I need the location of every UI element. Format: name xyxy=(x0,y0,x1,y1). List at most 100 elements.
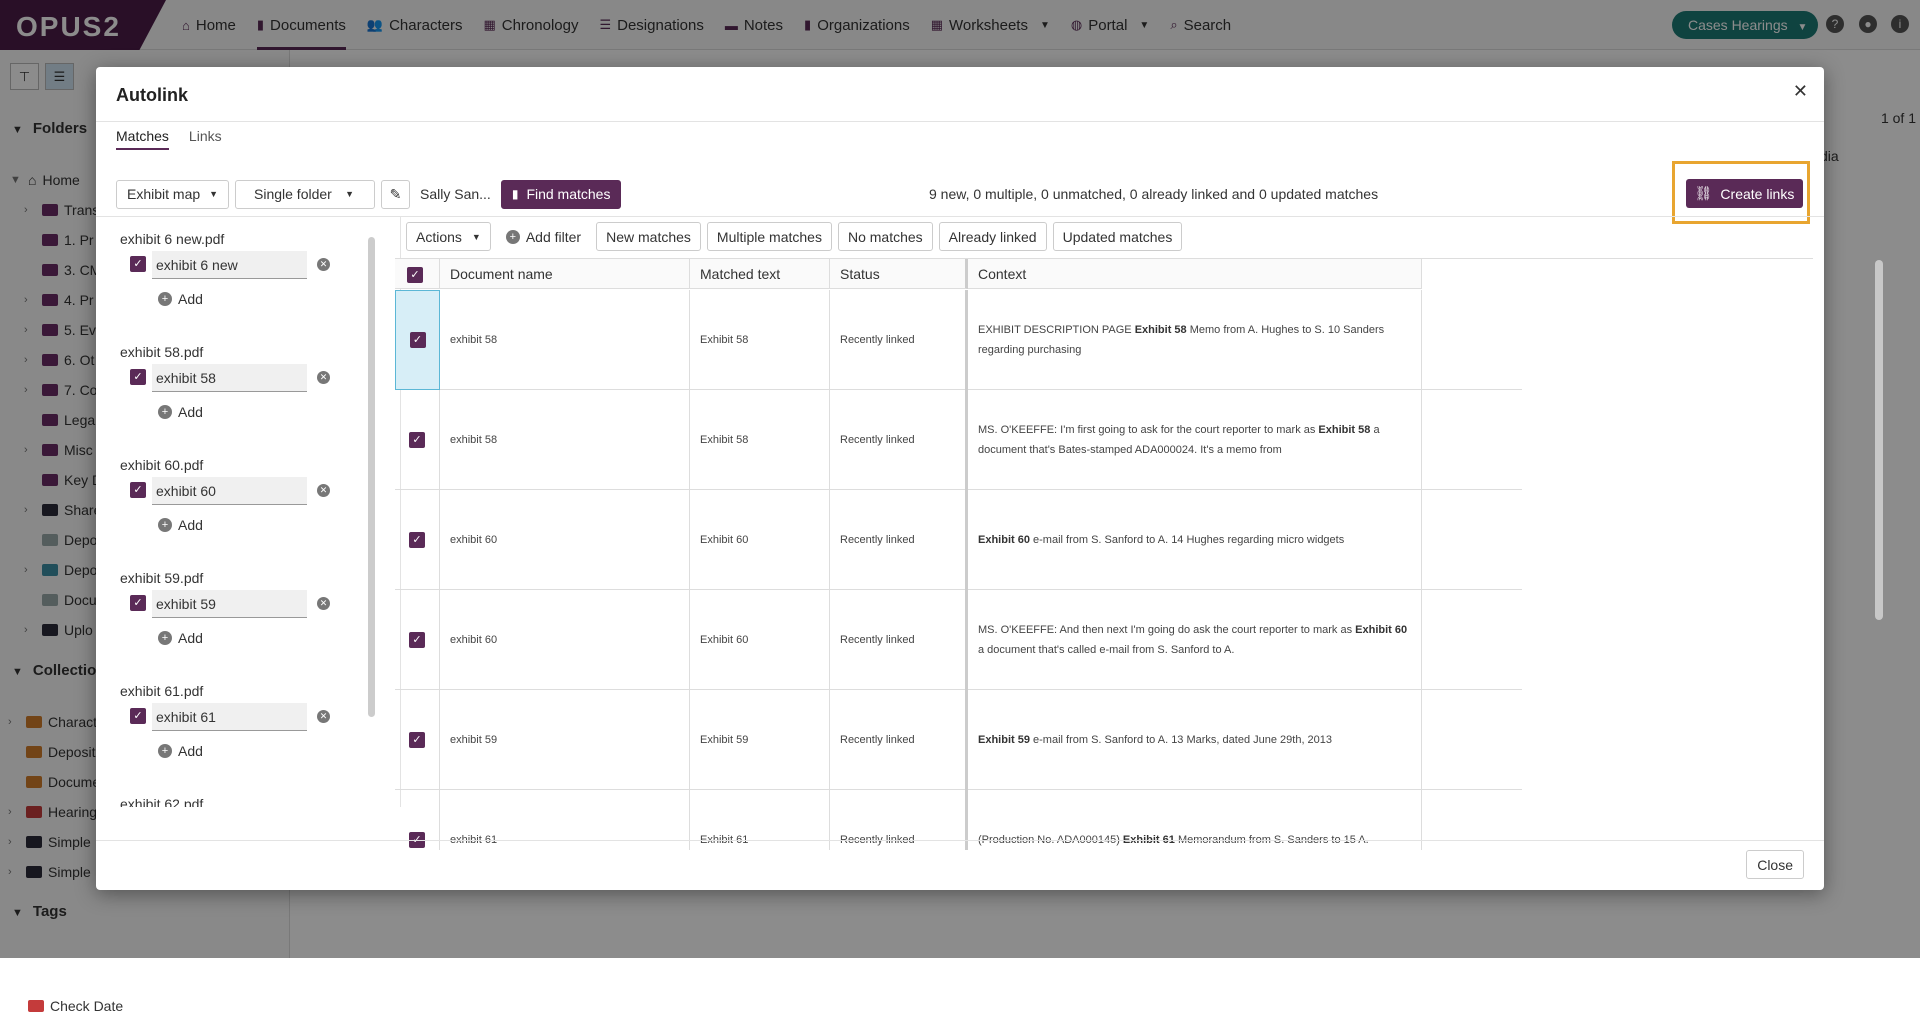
add-match-button[interactable]: + Add xyxy=(158,404,203,420)
help-icon[interactable]: ? xyxy=(1826,15,1844,33)
checkbox[interactable]: ✓ xyxy=(130,595,146,611)
column-header-document-name[interactable]: Document name xyxy=(440,259,690,289)
remove-icon[interactable]: ✕ xyxy=(317,371,330,384)
folder-item[interactable]: Lega xyxy=(24,412,95,428)
nav-item-home[interactable]: ⌂ Home xyxy=(182,0,236,50)
table-row[interactable]: ✓ exhibit 58 Exhibit 58 Recently linked EXHI… xyxy=(395,290,1522,390)
row-checkbox[interactable]: ✓ xyxy=(395,490,440,590)
tab-matches[interactable]: Matches xyxy=(116,128,169,150)
table-row[interactable]: ✓ exhibit 60 Exhibit 60 Recently linked MS. … xyxy=(395,590,1522,690)
find-matches-button[interactable]: ▮ Find matches xyxy=(500,179,622,209)
checkbox[interactable]: ✓ xyxy=(130,708,146,724)
collection-item[interactable]: › Simple xyxy=(8,834,91,850)
opus2-logo[interactable]: OPUS2 xyxy=(0,0,166,50)
folder-item[interactable]: › 5. Ev xyxy=(24,322,96,338)
collection-item[interactable]: › Simple xyxy=(8,864,91,880)
add-match-button[interactable]: + Add xyxy=(158,743,203,759)
folder-item[interactable]: 3. CM xyxy=(24,262,101,278)
checkbox[interactable]: ✓ xyxy=(130,369,146,385)
remove-icon[interactable]: ✕ xyxy=(317,710,330,723)
checkbox[interactable]: ✓ xyxy=(130,256,146,272)
tab-links[interactable]: Links xyxy=(188,128,222,144)
table-scrollbar[interactable] xyxy=(1875,260,1883,620)
row-checkbox[interactable]: ✓ xyxy=(395,690,440,790)
folder-item[interactable]: 1. Pr xyxy=(24,232,94,248)
collections-title[interactable]: ▼ Collectio xyxy=(12,662,97,679)
folder-item[interactable]: › 6. Ot xyxy=(24,352,94,368)
folder-item[interactable]: › Share xyxy=(24,502,101,518)
row-checkbox[interactable]: ✓ xyxy=(395,290,440,390)
list-view-icon[interactable]: ☰ xyxy=(45,63,74,90)
exhibit-map-item: exhibit 62.pdf xyxy=(120,796,360,807)
folders-title[interactable]: ▼ Folders xyxy=(12,120,88,137)
folder-item[interactable]: Key D xyxy=(24,472,102,488)
column-header-matched-text[interactable]: Matched text xyxy=(690,259,830,289)
folder-item[interactable]: Depo xyxy=(24,532,97,548)
nav-item-search[interactable]: ⌕ Search xyxy=(1170,0,1231,50)
collection-item[interactable]: Docume xyxy=(8,774,100,790)
cases-hearings-button[interactable]: Cases Hearings ▼ xyxy=(1672,11,1818,39)
add-match-button[interactable]: + Add xyxy=(158,291,203,307)
tree-view-icon[interactable]: ⊤ xyxy=(10,63,39,90)
tags-title[interactable]: ▼ Tags xyxy=(12,903,67,920)
folder-item[interactable]: › Uplo xyxy=(24,622,93,638)
match-text-input[interactable] xyxy=(152,703,307,731)
table-row[interactable]: ✓ exhibit 58 Exhibit 58 Recently linked MS. … xyxy=(395,390,1522,490)
close-button[interactable]: Close xyxy=(1746,850,1804,879)
match-text-input[interactable] xyxy=(152,364,307,392)
already-linked-filter[interactable]: Already linked xyxy=(938,222,1047,251)
collection-item[interactable]: › Charact xyxy=(8,714,97,730)
grid-icon: ▦ xyxy=(930,17,944,32)
nav-item-designations[interactable]: ☰ Designations xyxy=(599,0,703,50)
checkbox[interactable]: ✓ xyxy=(130,482,146,498)
create-links-button[interactable]: ⛓ Create links xyxy=(1686,179,1803,208)
single-folder-select[interactable]: Single folder ▼ xyxy=(235,179,375,209)
actions-dropdown[interactable]: Actions ▼ xyxy=(406,222,491,251)
select-all-checkbox[interactable]: ✓ xyxy=(395,259,440,289)
collection-item[interactable]: Deposit xyxy=(8,744,95,760)
match-text-input[interactable] xyxy=(152,477,307,505)
row-checkbox[interactable]: ✓ xyxy=(395,590,440,690)
folder-item[interactable]: › Depo xyxy=(24,562,97,578)
no-matches-filter[interactable]: No matches xyxy=(837,222,933,251)
scrollbar[interactable] xyxy=(368,237,375,717)
table-row[interactable]: ✓ exhibit 59 Exhibit 59 Recently linked Exhi… xyxy=(395,690,1522,790)
nav-item-worksheets[interactable]: ▦ Worksheets ▼ xyxy=(931,0,1050,50)
match-text-input[interactable] xyxy=(152,251,307,279)
nav-item-notes[interactable]: ▬ Notes xyxy=(725,0,783,50)
nav-item-characters[interactable]: 👥 Characters xyxy=(367,0,463,50)
match-text-input[interactable] xyxy=(152,590,307,618)
row-checkbox[interactable]: ✓ xyxy=(395,390,440,490)
nav-item-documents[interactable]: ▮ Documents xyxy=(256,0,346,50)
folder-item[interactable]: › 7. Co xyxy=(24,382,97,398)
edit-icon[interactable]: ✎ xyxy=(381,179,410,209)
row-checkbox[interactable]: ✓ xyxy=(395,790,440,850)
table-row[interactable]: ✓ exhibit 60 Exhibit 60 Recently linked Exhi… xyxy=(395,490,1522,590)
add-match-button[interactable]: + Add xyxy=(158,517,203,533)
folder-item[interactable]: › 4. Pr xyxy=(24,292,94,308)
folder-item[interactable]: › Misc xyxy=(24,442,93,458)
new-matches-filter[interactable]: New matches xyxy=(596,222,701,251)
table-row[interactable]: ✓ exhibit 61 Exhibit 61 Recently linked (Pro… xyxy=(395,790,1522,850)
multiple-matches-filter[interactable]: Multiple matches xyxy=(706,222,832,251)
remove-icon[interactable]: ✕ xyxy=(317,484,330,497)
remove-icon[interactable]: ✕ xyxy=(317,258,330,271)
folder-item[interactable]: ▼ ⌂ Home xyxy=(10,172,80,188)
column-header-context[interactable]: Context xyxy=(968,259,1422,289)
add-match-button[interactable]: + Add xyxy=(158,630,203,646)
folder-item[interactable]: › Trans xyxy=(24,202,99,218)
folder-item[interactable]: Docu xyxy=(24,592,97,608)
info-icon[interactable]: i xyxy=(1891,15,1909,33)
close-icon[interactable]: ✕ xyxy=(1792,81,1808,101)
remove-icon[interactable]: ✕ xyxy=(317,597,330,610)
add-filter-button[interactable]: + Add filter xyxy=(496,222,591,251)
collection-item[interactable]: › Hearing xyxy=(8,804,97,820)
user-icon[interactable]: ● xyxy=(1859,15,1877,33)
updated-matches-filter[interactable]: Updated matches xyxy=(1052,222,1183,251)
column-header-status[interactable]: Status xyxy=(830,259,968,289)
nav-item-organizations[interactable]: ▮ Organizations xyxy=(804,0,910,50)
tag-item[interactable]: Check Date xyxy=(28,998,123,1014)
nav-item-chronology[interactable]: ▦ Chronology xyxy=(483,0,578,50)
exhibit-map-select[interactable]: Exhibit map ▼ xyxy=(116,179,229,209)
nav-item-portal[interactable]: ◍ Portal ▼ xyxy=(1071,0,1149,50)
